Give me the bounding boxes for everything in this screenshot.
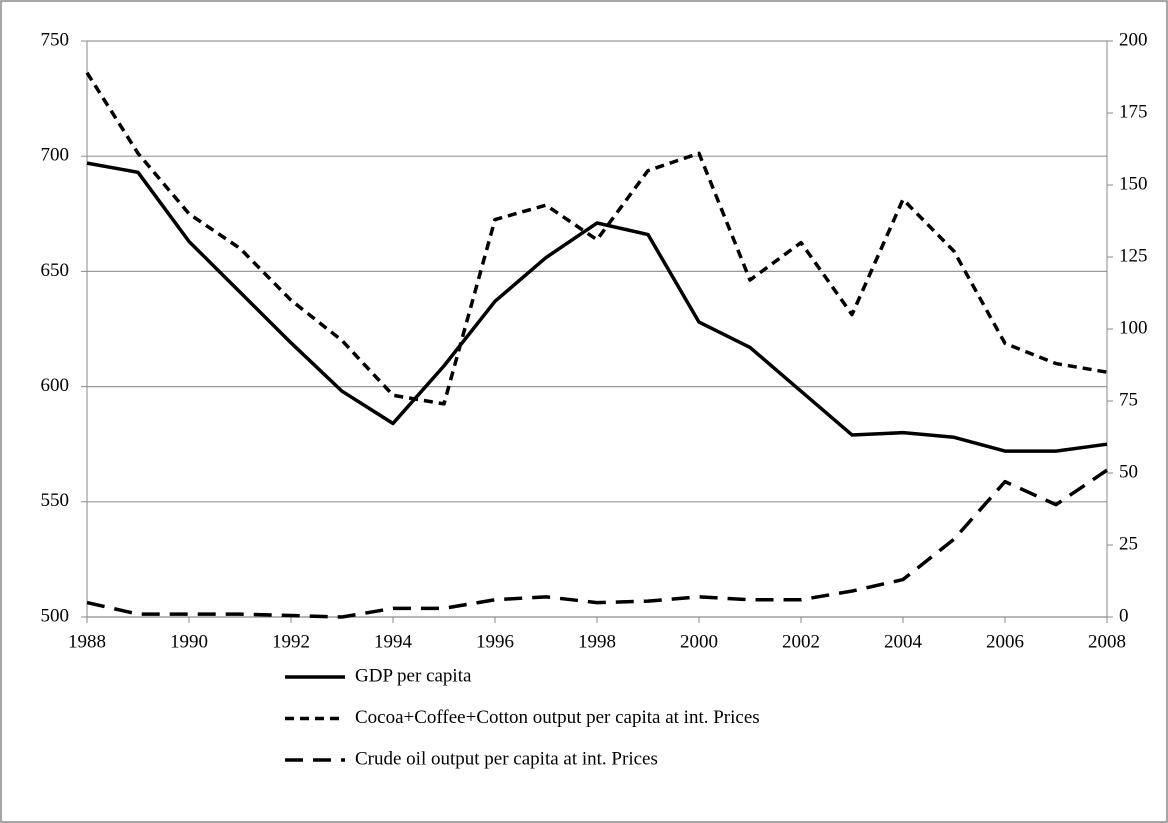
y2-tick-label: 100	[1119, 317, 1148, 338]
x-tick-label: 1994	[374, 631, 413, 652]
x-tick-label: 2002	[782, 631, 820, 652]
series-line	[86, 468, 1108, 619]
y2-tick-label: 150	[1119, 173, 1148, 194]
y-tick-label: 750	[41, 29, 70, 50]
x-tick-label: 2006	[986, 631, 1024, 652]
legend-label: GDP per capita	[355, 665, 472, 686]
y2-tick-label: 125	[1119, 245, 1148, 266]
x-tick-label: 1988	[68, 631, 106, 652]
x-tick-label: 2004	[884, 631, 923, 652]
legend-label: Cocoa+Coffee+Cotton output per capita at…	[355, 707, 760, 728]
x-tick-label: 2000	[680, 631, 718, 652]
y2-tick-label: 25	[1119, 533, 1138, 554]
y2-tick-label: 0	[1119, 605, 1129, 626]
x-tick-label: 1998	[578, 631, 616, 652]
y2-tick-label: 200	[1119, 29, 1148, 50]
y-tick-label: 600	[41, 375, 70, 396]
series-line	[85, 71, 1108, 406]
x-tick-label: 1990	[170, 631, 208, 652]
y-tick-label: 700	[41, 145, 70, 166]
y2-tick-label: 175	[1119, 101, 1148, 122]
x-tick-label: 1996	[476, 631, 514, 652]
x-tick-label: 2008	[1088, 631, 1126, 652]
y-tick-label: 500	[41, 605, 70, 626]
legend-label: Crude oil output per capita at int. Pric…	[355, 748, 658, 769]
y-tick-label: 550	[41, 490, 70, 511]
y-tick-label: 650	[41, 260, 70, 281]
y2-tick-label: 75	[1119, 389, 1138, 410]
x-tick-label: 1992	[272, 631, 310, 652]
y2-tick-label: 50	[1119, 461, 1138, 482]
series-line	[86, 161, 1108, 453]
